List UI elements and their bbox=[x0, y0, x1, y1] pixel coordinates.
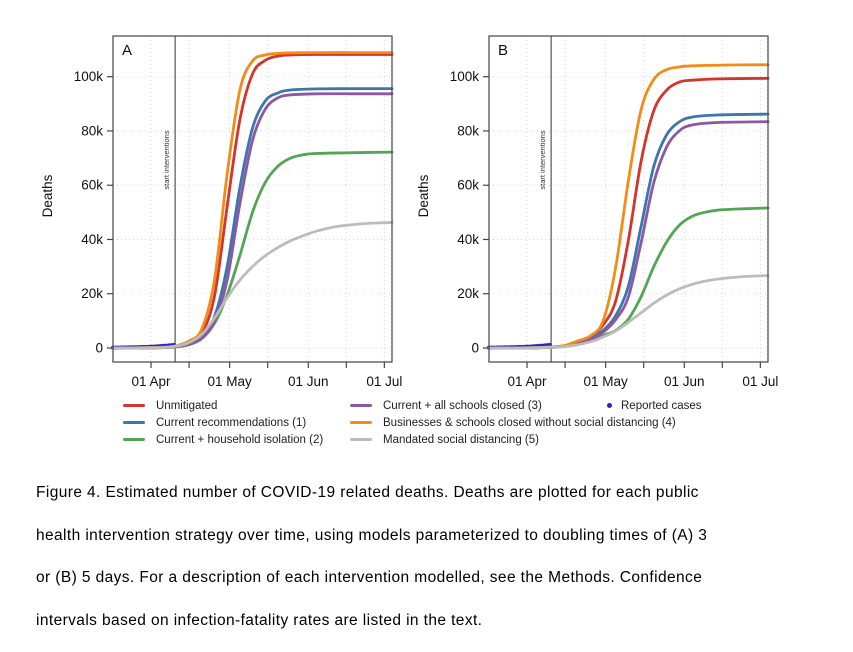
caption-line: health intervention strategy over time, … bbox=[36, 526, 708, 544]
legend-label: Current + household isolation (2) bbox=[156, 433, 324, 446]
y-axis: 0 20k 40k 60k 80k 100k bbox=[450, 69, 489, 356]
y-tick-label: 60k bbox=[457, 178, 479, 193]
legend-line-swatch bbox=[123, 420, 145, 425]
y-tick-label: 40k bbox=[457, 232, 479, 247]
plot-box bbox=[112, 35, 393, 363]
legend-item-unmitigated: Unmitigated bbox=[123, 397, 323, 414]
x-axis: 01 Apr 01 May 01 Jun 01 Jul bbox=[508, 362, 778, 389]
y-tick-label: 0 bbox=[471, 341, 479, 356]
x-tick-label: 01 Jul bbox=[742, 374, 778, 389]
legend-item-current-all-schools-closed-3: Current + all schools closed (3) bbox=[350, 397, 676, 414]
legend-line-swatch bbox=[350, 420, 372, 425]
panel-b-series-mandated-social-distancing-5 bbox=[487, 274, 770, 350]
legend-label: Reported cases bbox=[621, 399, 702, 412]
x-tick-label: 01 Jun bbox=[664, 374, 705, 389]
legend-label: Current recommendations (1) bbox=[156, 416, 307, 429]
legend-label: Current + all schools closed (3) bbox=[383, 399, 542, 412]
legend-label: Unmitigated bbox=[156, 399, 218, 412]
panel-b-series-businesses-schools-closed-without-social-distancing-4 bbox=[487, 63, 770, 350]
y-tick-label: 80k bbox=[81, 123, 103, 138]
legend-item-mandated-social-distancing-5: Mandated social distancing (5) bbox=[350, 431, 676, 448]
x-tick-label: 01 Jun bbox=[288, 374, 329, 389]
plot-box bbox=[488, 35, 769, 363]
x-axis: 01 Apr 01 May 01 Jun 01 Jul bbox=[132, 362, 402, 389]
legend-label: Mandated social distancing (5) bbox=[383, 433, 539, 446]
y-axis-title: Deaths bbox=[416, 174, 431, 217]
gridlines bbox=[113, 36, 392, 362]
panel-a-series-mandated-social-distancing-5 bbox=[111, 221, 394, 350]
y-tick-label: 60k bbox=[81, 178, 103, 193]
start-interventions-label: start interventions bbox=[162, 130, 171, 189]
panel-a-series-current-household-isolation-2 bbox=[111, 150, 394, 350]
y-tick-label: 20k bbox=[457, 286, 479, 301]
legend-line-swatch bbox=[123, 403, 145, 408]
y-tick-label: 100k bbox=[450, 69, 480, 84]
legend-column: Current + all schools closed (3) Business… bbox=[350, 397, 676, 448]
x-tick-label: 01 May bbox=[584, 374, 629, 389]
y-tick-label: 80k bbox=[457, 123, 479, 138]
caption-line: or (B) 5 days. For a description of each… bbox=[36, 569, 703, 586]
legend-dot-swatch bbox=[604, 403, 614, 408]
legend-column: Unmitigated Current recommendations (1) Cu… bbox=[123, 397, 323, 448]
panel-b-series-unmitigated bbox=[487, 76, 770, 350]
gridlines bbox=[489, 36, 768, 362]
y-axis: 0 20k 40k 60k 80k 100k bbox=[74, 69, 113, 356]
x-tick-label: 01 Jul bbox=[366, 374, 402, 389]
legend-line-swatch bbox=[350, 437, 372, 442]
legend-column: Reported cases bbox=[604, 397, 702, 414]
y-tick-label: 100k bbox=[74, 69, 104, 84]
x-tick-label: 01 May bbox=[208, 374, 253, 389]
legend-item-current-recommendations-1: Current recommendations (1) bbox=[123, 414, 323, 431]
x-tick-label: 01 Apr bbox=[508, 374, 548, 389]
legend-item-current-household-isolation-2: Current + household isolation (2) bbox=[123, 431, 323, 448]
y-tick-label: 20k bbox=[81, 286, 103, 301]
legend-line-swatch bbox=[350, 403, 372, 408]
legend-item-businesses-schools-closed-without-social-distancing-4: Businesses & schools closed without soci… bbox=[350, 414, 676, 431]
panel-a-series-current-recommendations-1 bbox=[111, 87, 394, 350]
y-tick-label: 40k bbox=[81, 232, 103, 247]
figure-caption: Figure 4. Estimated number of COVID-19 r… bbox=[36, 472, 831, 642]
legend-label: Businesses & schools closed without soci… bbox=[383, 416, 676, 429]
x-tick-label: 01 Apr bbox=[132, 374, 172, 389]
legend-line-swatch bbox=[123, 437, 145, 442]
y-tick-label: 0 bbox=[95, 341, 103, 356]
panel-b-series-current-recommendations-1 bbox=[487, 112, 770, 350]
caption-line: intervals based on infection-fatality ra… bbox=[36, 611, 483, 629]
panel-letter: B bbox=[498, 42, 508, 59]
caption-line: Figure 4. Estimated number of COVID-19 r… bbox=[36, 484, 699, 501]
start-interventions-label: start interventions bbox=[538, 130, 547, 189]
y-axis-title: Deaths bbox=[40, 174, 55, 217]
panel-a-series-businesses-schools-closed-without-social-distancing-4 bbox=[111, 51, 394, 350]
panel-letter: A bbox=[122, 42, 132, 59]
legend-item-reported-cases: Reported cases bbox=[604, 397, 702, 414]
panel-a-series-unmitigated bbox=[111, 53, 394, 350]
